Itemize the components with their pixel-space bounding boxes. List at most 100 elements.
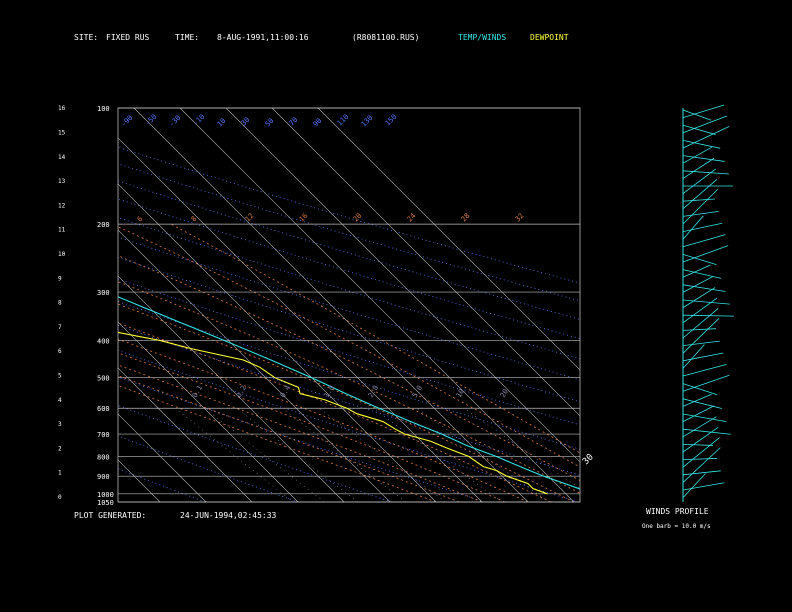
moist-adiabat-label: 16 [298,212,310,224]
height-tick-label: 8 [58,300,62,307]
isotherm-line [179,108,575,502]
height-tick-label: 6 [58,348,62,355]
dry-adiabat-label: -90 [120,114,135,129]
mixing-ratio-line [175,407,294,502]
moist-adiabat-label: 28 [460,212,472,224]
mixing-ratio-label: 2.0 [367,384,380,399]
mixing-ratio-label: 5.0 [411,384,424,399]
wind-barb [682,198,715,202]
wind-barb [682,264,711,278]
isotherm-line [0,108,22,502]
wind-barb [682,287,716,308]
height-tick-label: 14 [58,154,66,161]
isotherm-line [118,321,299,502]
wind-barb [682,168,716,194]
temperature-line [118,296,580,490]
sounding-series [118,296,580,495]
wind-barb [682,318,720,354]
height-tick-label: 1 [58,470,62,477]
pressure-tick-label: 200 [97,221,110,229]
wind-barb [682,374,730,392]
dry-adiabat-label: 110 [336,113,351,128]
pressure-tick-label: 1050 [97,499,114,507]
dry-adiabat-line [118,180,580,320]
wind-barb [682,340,720,346]
site-value: FIXED RUS [106,33,150,42]
isotherm-line [118,413,207,502]
wind-barb [682,124,716,135]
height-tick-label: 7 [58,324,62,331]
wind-barb [682,299,730,305]
moist-adiabat-label: 8 [190,215,199,224]
wind-barb [682,383,718,396]
wind-barb [682,405,715,422]
moist-adiabat-line [118,385,437,502]
mixing-ratio-label: 10 [455,388,466,399]
wind-barb [682,215,704,240]
dry-adiabat-line [118,349,579,502]
wind-barb [682,104,725,118]
moist-adiabat-label: 24 [406,212,418,224]
dry-adiabat-line [118,435,299,502]
plot-generated-value: 24-JUN-1994,02:45:33 [180,511,277,520]
moist-adiabat-line [118,364,483,502]
dry-adiabat-line [118,468,206,502]
wind-barb [682,413,727,423]
mixing-ratio-line [372,407,503,502]
pressure-tick-label: 600 [97,405,110,413]
site-label: SITE: [74,33,99,42]
isotherm-line [317,108,580,371]
wind-barb [682,447,721,483]
dry-adiabat-label: -10 [192,113,207,128]
wind-barb [682,140,721,149]
wind-barb [682,473,706,498]
legend-temp: TEMP/WINDS [458,33,507,42]
isotherm-line [271,108,580,417]
legend-dewpoint: DEWPOINT [530,33,569,42]
dry-adiabat-label: 70 [288,116,300,128]
mixing-ratio-lines [175,407,580,502]
winds-profile-title: WINDS PROFILE [646,507,709,516]
moist-adiabat-line [118,352,506,502]
dry-adiabat-label: 90 [312,117,324,129]
pressure-tick-label: 500 [97,375,110,383]
dry-adiabat-label: 50 [264,117,276,129]
wind-barb [682,284,726,292]
file-name: (R8081100.RUS) [352,33,420,42]
dry-adiabat-line [118,146,580,284]
moist-adiabat-line [118,375,460,502]
wind-barb [682,276,714,293]
height-tick-label: 13 [58,178,66,185]
pressure-tick-label: 100 [97,105,110,113]
moist-adiabat-label: 12 [244,212,256,224]
dry-adiabat-line [118,376,486,502]
wind-barb [682,470,721,476]
dry-adiabat-label: 130 [360,114,375,129]
moist-adiabat-line [118,338,529,502]
wind-barb [682,189,718,225]
isotherm-line [118,229,391,502]
pressure-tick-label: 1000 [97,491,114,499]
wind-barb [682,314,734,317]
dry-adiabat-line [118,278,580,426]
mixing-ratio-label: 0.2 [235,384,248,399]
dry-adiabat-line [118,217,580,360]
wind-barb [682,234,726,248]
dry-adiabat-line [118,236,580,381]
moist-adiabat-line [118,255,580,482]
wind-barb [682,146,713,164]
height-tick-label: 5 [58,373,62,380]
height-tick-label: 16 [58,105,66,112]
height-tick-label: 0 [58,494,62,501]
pressure-tick-label: 800 [97,453,110,461]
mixing-ratio-line [416,407,550,502]
pressure-tick-label: 700 [97,431,110,439]
dry-adiabat-line [118,163,580,302]
wind-barb [682,416,717,438]
mixing-ratio-line [463,407,580,489]
moist-adiabat-label: 6 [136,215,145,224]
isotherm-line [118,275,345,502]
wind-barb [682,297,718,324]
wind-barb [682,245,729,263]
isotherm-line [118,367,253,502]
